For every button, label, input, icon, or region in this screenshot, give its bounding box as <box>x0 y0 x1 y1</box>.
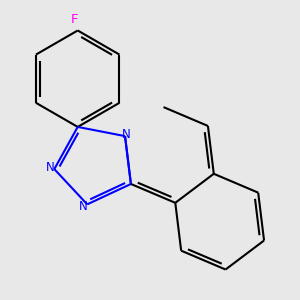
Text: N: N <box>122 128 130 141</box>
Text: N: N <box>78 200 87 212</box>
Text: N: N <box>46 161 54 174</box>
Text: F: F <box>71 13 79 26</box>
